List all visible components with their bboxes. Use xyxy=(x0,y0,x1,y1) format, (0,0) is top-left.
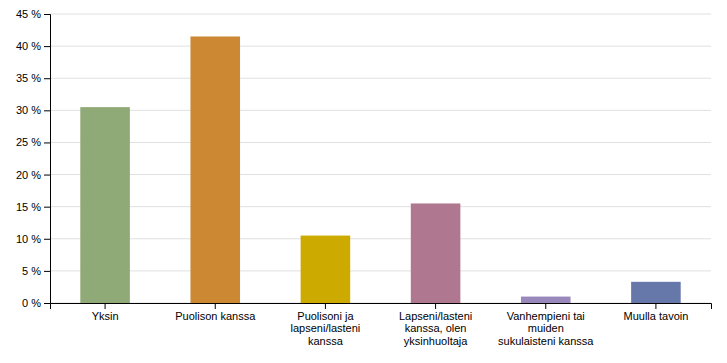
x-tick-label-line: Muulla tavoin xyxy=(624,310,689,322)
y-tick-label: 25 % xyxy=(16,136,41,148)
y-tick-label: 20 % xyxy=(16,169,41,181)
y-tick-label: 5 % xyxy=(22,265,41,277)
y-axis: 0 % 5 % 10 % 15 % 20 % 25 % 30 % 35 % 40 % 45 % xyxy=(16,8,51,309)
y-tick: 45 % xyxy=(16,8,50,20)
y-tick: 35 % xyxy=(16,72,50,84)
y-tick-mark xyxy=(44,175,50,176)
x-tick-label: Muulla tavoin xyxy=(624,310,689,322)
grid-line xyxy=(50,142,711,143)
x-tick-label-line: Puolisoni ja xyxy=(297,310,354,322)
bar xyxy=(521,297,571,303)
x-tick-label-line: Puolison kanssa xyxy=(175,310,256,322)
bar xyxy=(80,107,130,303)
x-tick: Puolisoni jalapseni/lastenikanssa xyxy=(291,303,361,347)
x-tick-mark xyxy=(325,303,326,309)
y-tick: 30 % xyxy=(16,104,50,116)
x-tick-label-line: lapseni/lasteni xyxy=(291,322,361,334)
bars xyxy=(80,36,680,303)
y-tick: 20 % xyxy=(16,169,50,181)
x-tick-label-line: kanssa xyxy=(308,335,344,347)
y-axis-line xyxy=(44,15,51,304)
chart: 0 % 5 % 10 % 15 % 20 % 25 % 30 % 35 % 40 % 45 % Yk… xyxy=(0,0,727,363)
y-tick-label: 15 % xyxy=(16,201,41,213)
y-tick-mark xyxy=(44,303,50,304)
y-tick: 40 % xyxy=(16,40,50,52)
y-tick: 5 % xyxy=(22,265,50,277)
y-tick-label: 45 % xyxy=(16,8,41,20)
grid-line xyxy=(50,238,711,239)
y-tick-mark xyxy=(44,239,50,240)
y-tick-mark xyxy=(44,207,50,208)
x-tick-label-line: Vanhempieni tai xyxy=(507,310,585,322)
x-tick-label-line: kanssa, olen xyxy=(405,322,467,334)
x-axis: Yksin Puolison kanssa Puolisoni jalapseni/… xyxy=(51,303,712,347)
x-tick-mark xyxy=(545,303,546,309)
x-tick-label: Lapseni/lastenikanssa, olenyksinhuoltaja xyxy=(399,310,472,347)
y-tick-label: 0 % xyxy=(22,297,41,309)
x-tick-label-line: sukulaisteni kanssa xyxy=(498,335,594,347)
bar xyxy=(301,236,351,303)
x-tick: Yksin xyxy=(92,303,119,322)
x-tick-mark xyxy=(105,303,106,309)
y-tick-label: 30 % xyxy=(16,104,41,116)
grid-line xyxy=(50,270,711,271)
y-tick-label: 40 % xyxy=(16,40,41,52)
grid-line xyxy=(50,174,711,175)
grid xyxy=(50,14,711,303)
grid-line xyxy=(50,110,711,111)
x-tick-label: Puolisoni jalapseni/lastenikanssa xyxy=(291,310,361,347)
y-tick-label: 35 % xyxy=(16,72,41,84)
bar xyxy=(411,203,461,303)
x-tick-mark xyxy=(655,303,656,309)
x-tick: Vanhempieni taimuidensukulaisteni kanssa xyxy=(498,303,594,347)
x-tick-label-line: muiden xyxy=(528,322,564,334)
y-tick: 10 % xyxy=(16,233,50,245)
x-tick: Puolison kanssa xyxy=(175,303,256,322)
x-tick: Muulla tavoin xyxy=(624,303,689,322)
x-tick-label-line: yksinhuoltaja xyxy=(404,335,468,347)
y-tick-mark xyxy=(44,110,50,111)
y-tick-mark xyxy=(44,14,50,15)
x-axis-line xyxy=(51,304,712,310)
y-tick-mark xyxy=(44,142,50,143)
grid-line xyxy=(50,46,711,47)
y-tick-mark xyxy=(44,46,50,47)
x-tick-label: Yksin xyxy=(92,310,119,322)
x-tick-label: Puolison kanssa xyxy=(175,310,256,322)
x-tick-mark xyxy=(435,303,436,309)
x-tick-label: Vanhempieni taimuidensukulaisteni kanssa xyxy=(498,310,594,347)
grid-line xyxy=(50,14,711,15)
x-tick-label-line: Yksin xyxy=(92,310,119,322)
bar xyxy=(631,282,681,303)
y-tick-mark xyxy=(44,271,50,272)
grid-line xyxy=(50,78,711,79)
x-tick-label-line: Lapseni/lasteni xyxy=(399,310,472,322)
y-tick: 0 % xyxy=(22,297,50,309)
y-tick: 25 % xyxy=(16,136,50,148)
x-tick-mark xyxy=(215,303,216,309)
x-tick: Lapseni/lastenikanssa, olenyksinhuoltaja xyxy=(399,303,472,347)
y-tick-label: 10 % xyxy=(16,233,41,245)
y-tick: 15 % xyxy=(16,201,50,213)
grid-line xyxy=(50,206,711,207)
y-tick-mark xyxy=(44,78,50,79)
bar xyxy=(190,36,240,303)
